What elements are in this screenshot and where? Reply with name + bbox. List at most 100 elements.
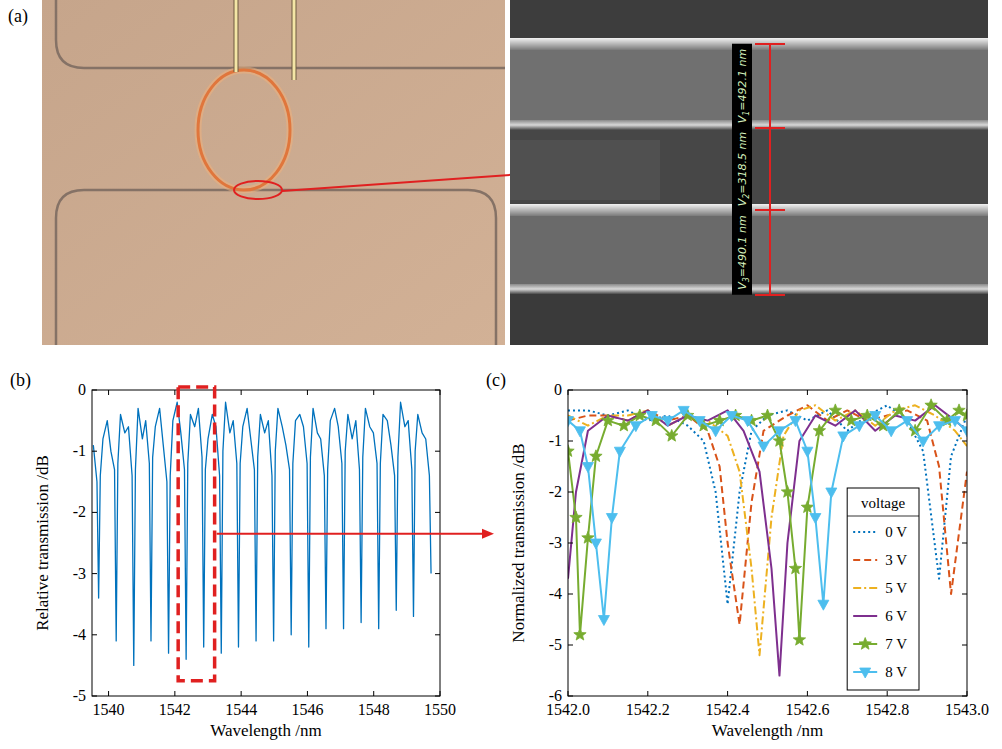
marker-triangle bbox=[630, 422, 641, 432]
x-tick bbox=[373, 390, 374, 395]
marker-triangle bbox=[568, 417, 574, 427]
y-tick-label: -6 bbox=[549, 687, 562, 704]
x-tick-label: 1548 bbox=[358, 701, 390, 718]
y-axis-title: Relative transmission /dB bbox=[33, 455, 52, 631]
marker-triangle bbox=[582, 463, 593, 473]
marker-star bbox=[602, 414, 614, 426]
x-tick bbox=[727, 390, 728, 395]
plot-frame bbox=[568, 390, 967, 696]
marker-triangle bbox=[774, 427, 785, 437]
y-tick bbox=[962, 543, 967, 544]
y-tick bbox=[435, 512, 440, 513]
legend-label: 3 V bbox=[885, 552, 907, 568]
marker-star bbox=[793, 633, 805, 645]
marker-star bbox=[618, 419, 630, 431]
y-tick-label: -2 bbox=[73, 503, 86, 520]
y-tick bbox=[962, 492, 967, 493]
x-tick bbox=[727, 691, 728, 696]
y-tick-label: -3 bbox=[549, 534, 562, 551]
measurement-value: =318.5 nm bbox=[736, 132, 749, 194]
panel-label: (c) bbox=[486, 370, 506, 391]
marker-triangle bbox=[574, 427, 585, 437]
y-tick bbox=[962, 441, 967, 442]
x-tick bbox=[440, 691, 441, 696]
marker-triangle bbox=[678, 406, 689, 416]
x-tick bbox=[647, 691, 648, 696]
y-tick bbox=[92, 634, 97, 635]
x-tick-label: 1542 bbox=[159, 701, 191, 718]
x-tick bbox=[108, 691, 109, 696]
marker-star bbox=[590, 450, 602, 462]
y-tick bbox=[962, 594, 967, 595]
marker-triangle bbox=[662, 417, 673, 427]
y-tick-label: -5 bbox=[73, 687, 86, 704]
y-tick-label: -5 bbox=[549, 636, 562, 653]
highlight-ellipse bbox=[234, 181, 282, 199]
legend-label: 6 V bbox=[885, 608, 907, 624]
sem-band bbox=[510, 0, 988, 40]
y-tick bbox=[962, 390, 967, 391]
measurement-box bbox=[732, 210, 752, 295]
x-tick bbox=[241, 691, 242, 696]
measurement-value: =490.1 nm bbox=[736, 215, 749, 277]
marker-star bbox=[574, 628, 586, 640]
marker-triangle bbox=[606, 514, 617, 524]
legend-swatch bbox=[853, 587, 877, 589]
marker-triangle bbox=[758, 442, 769, 452]
y-tick bbox=[568, 696, 573, 697]
legend-swatch bbox=[853, 531, 877, 533]
y-tick bbox=[568, 441, 573, 442]
measure-cap bbox=[755, 294, 785, 296]
y-tick bbox=[92, 573, 97, 574]
electrode-edge bbox=[234, 0, 239, 72]
marker-triangle bbox=[826, 488, 837, 498]
legend-divider bbox=[847, 516, 919, 517]
legend-label: 7 V bbox=[885, 636, 907, 652]
y-tick bbox=[568, 645, 573, 646]
x-tick bbox=[568, 691, 569, 696]
marker-triangle bbox=[802, 447, 813, 457]
x-tick-label: 1542.4 bbox=[706, 701, 750, 718]
y-tick-label: -1 bbox=[73, 442, 86, 459]
marker-star bbox=[666, 429, 678, 441]
marker-triangle bbox=[854, 422, 865, 432]
x-tick-label: 1546 bbox=[291, 701, 323, 718]
highlight-box bbox=[178, 387, 214, 681]
ring-resonator bbox=[198, 70, 290, 190]
marker-triangle bbox=[950, 417, 961, 427]
legend-label: 8 V bbox=[885, 664, 907, 680]
electrode bbox=[235, 0, 238, 72]
y-tick-label: 0 bbox=[554, 381, 562, 398]
electrode bbox=[293, 0, 296, 80]
marker-triangle bbox=[810, 514, 821, 524]
marker-triangle bbox=[902, 417, 913, 427]
marker-triangle bbox=[726, 412, 737, 422]
y-tick bbox=[435, 696, 440, 697]
x-tick bbox=[807, 691, 808, 696]
x-tick bbox=[174, 390, 175, 395]
y-axis-title: Normalized transmission /dB bbox=[509, 443, 528, 642]
x-tick bbox=[307, 691, 308, 696]
y-tick-label: -4 bbox=[73, 626, 86, 643]
measure-cap bbox=[755, 43, 785, 45]
y-tick bbox=[92, 451, 97, 452]
x-tick bbox=[887, 691, 888, 696]
x-axis-title: Wavelength /nm bbox=[712, 721, 823, 740]
marker-triangle bbox=[790, 417, 801, 427]
x-tick bbox=[440, 390, 441, 395]
y-tick bbox=[435, 573, 440, 574]
zoom-arrow-head bbox=[482, 529, 494, 539]
x-tick-label: 1550 bbox=[424, 701, 456, 718]
x-tick bbox=[241, 390, 242, 395]
measurement-box bbox=[732, 127, 752, 212]
marker-star bbox=[813, 424, 825, 436]
marker-triangle bbox=[962, 427, 968, 437]
marker-triangle bbox=[694, 417, 705, 427]
measure-bracket bbox=[769, 44, 771, 295]
legend-marker bbox=[859, 638, 871, 650]
y-tick bbox=[568, 594, 573, 595]
figure: (a)V1=492.1 nmV2=318.5 nmV3=490.1 nm1540… bbox=[0, 0, 1002, 749]
marker-star bbox=[789, 562, 801, 574]
y-tick bbox=[92, 512, 97, 513]
x-tick bbox=[967, 691, 968, 696]
